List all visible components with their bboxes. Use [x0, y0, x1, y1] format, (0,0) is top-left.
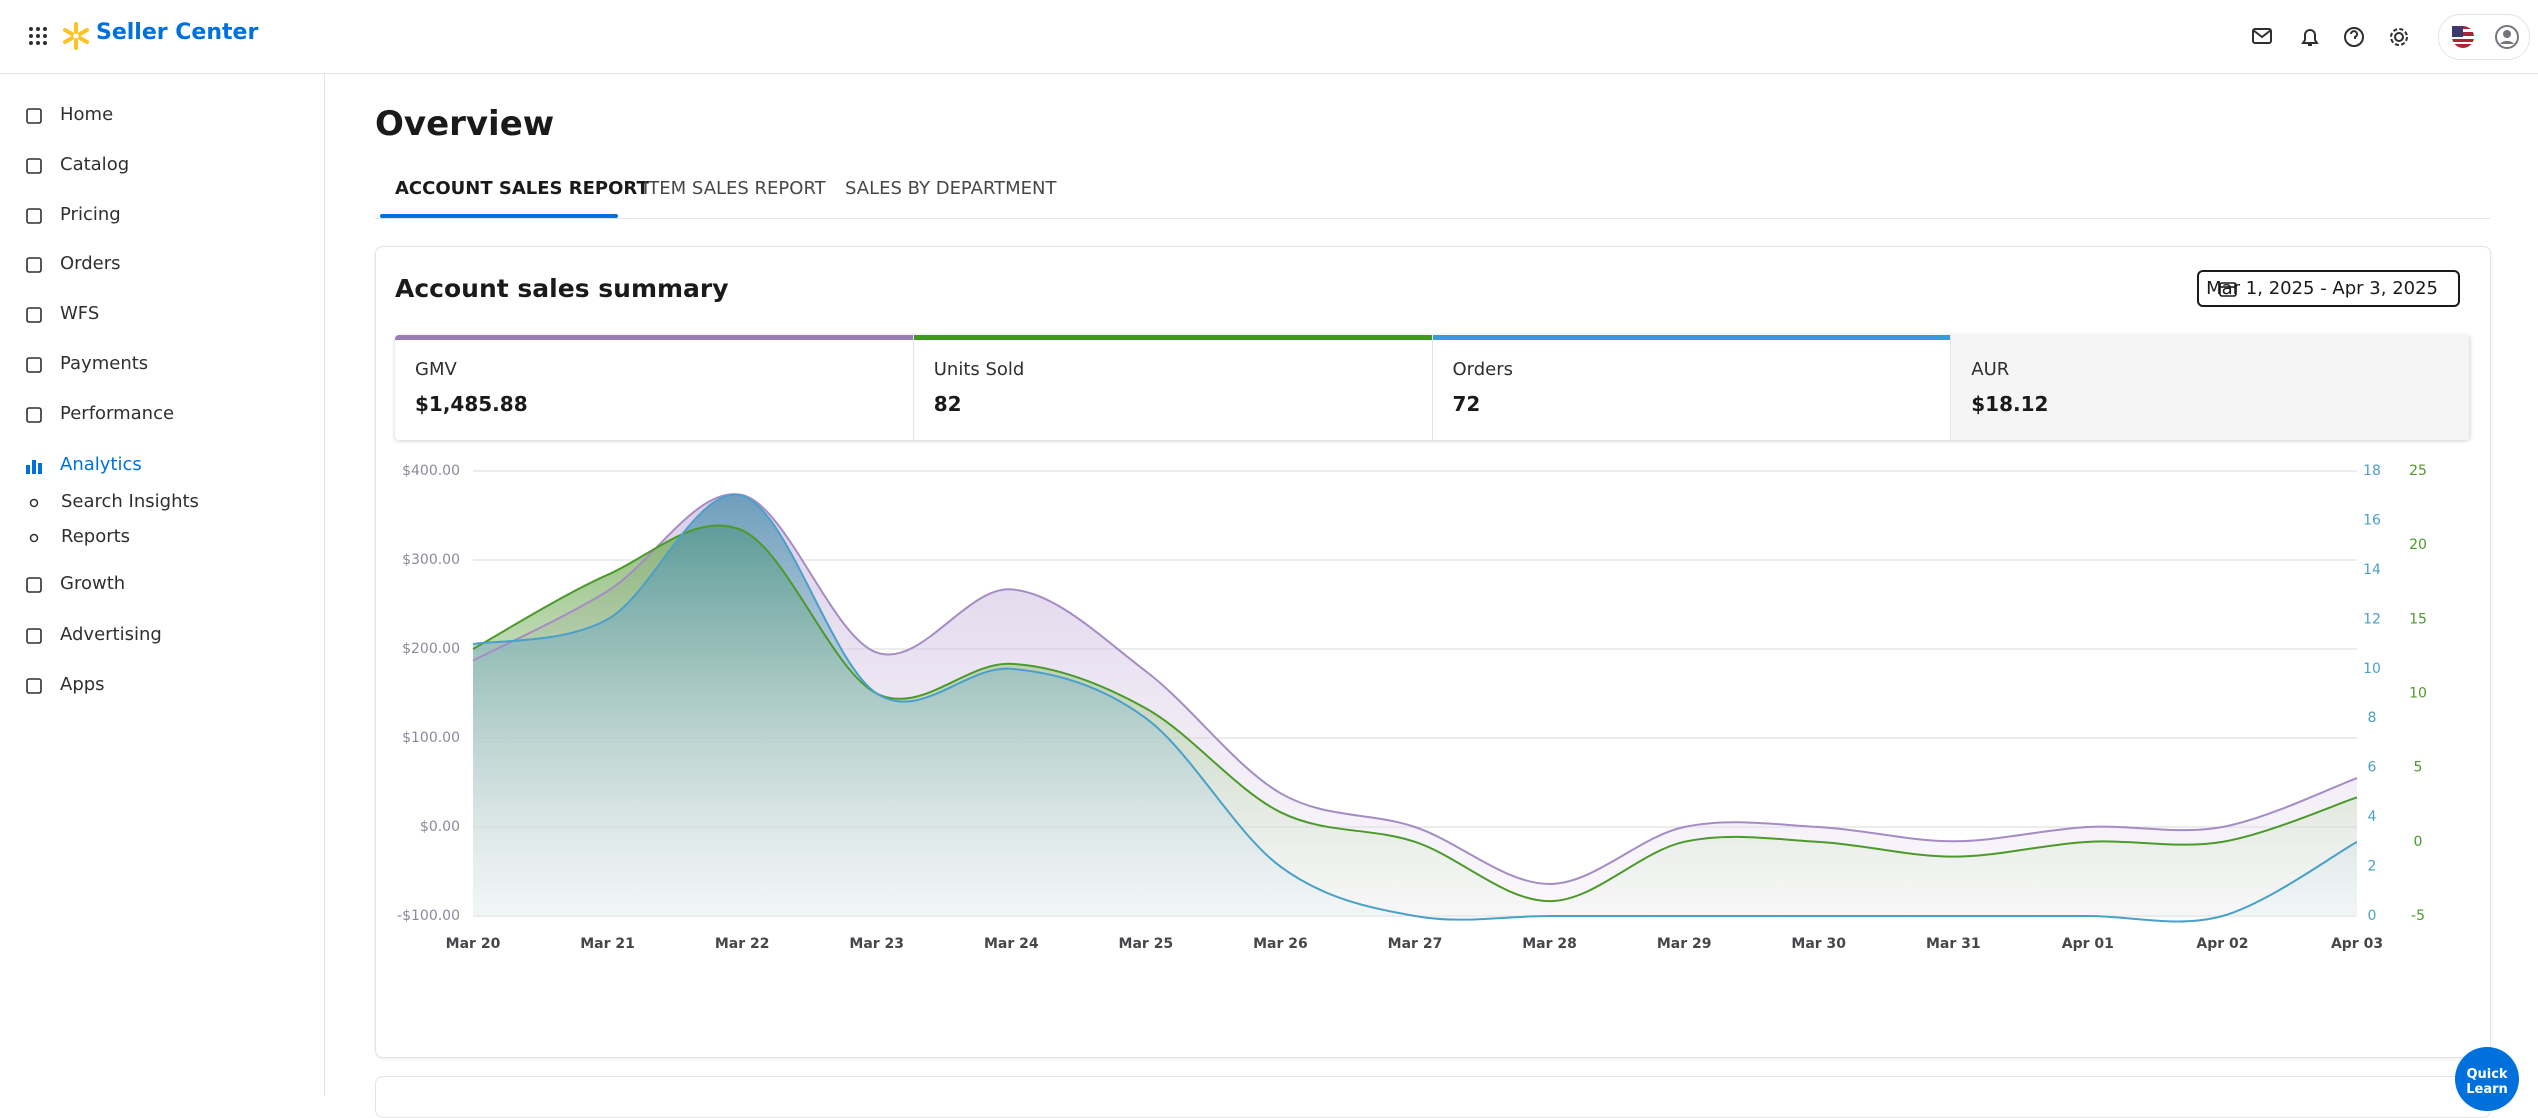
nav-item[interactable]: Analytics — [60, 454, 142, 475]
sidebar: Home Catalog Pricing Orders WFS Payments Perfo… — [0, 74, 325, 1096]
spark-logo — [63, 22, 89, 50]
help-icon[interactable] — [2344, 27, 2364, 47]
nav-item[interactable]: Performance — [60, 403, 175, 424]
header-icons — [2252, 27, 2408, 47]
nav-icon — [26, 208, 42, 224]
page-title: Overview — [375, 104, 555, 144]
metric-tile[interactable]: Orders 72 — [1432, 335, 1952, 440]
nav-icon — [26, 678, 42, 694]
account-icons — [2452, 25, 2519, 49]
next-card — [375, 1076, 2491, 1118]
apps-grid-icon[interactable] — [28, 26, 48, 46]
metric-color-bar — [913, 335, 1432, 340]
metric-value: 72 — [1452, 392, 1481, 416]
nav-icon — [26, 257, 42, 273]
metric-tiles: GMV $1,485.88 Units Sold 82 Orders 72 AUR $18.1… — [395, 335, 2470, 440]
metric-value: $1,485.88 — [415, 392, 528, 416]
nav-bullet — [29, 533, 39, 543]
metric-tile[interactable]: AUR $18.12 — [1951, 335, 2470, 440]
nav-item[interactable]: WFS — [60, 303, 100, 324]
nav-item[interactable]: Apps — [60, 674, 105, 695]
metric-label: GMV — [415, 359, 457, 380]
nav-icon — [26, 158, 42, 174]
metric-color-bar — [1432, 335, 1951, 340]
quick-learn-button[interactable]: Quick Learn — [2455, 1047, 2519, 1111]
nav-item[interactable]: Home — [60, 104, 114, 125]
settings-icon[interactable] — [2394, 32, 2404, 42]
nav-icon — [26, 460, 42, 474]
nav-item[interactable]: Growth — [60, 573, 126, 594]
nav-item[interactable]: Catalog — [60, 154, 130, 175]
metric-label: Units Sold — [933, 359, 1025, 380]
mail-icon[interactable] — [2252, 28, 2272, 44]
nav-item[interactable]: Advertising — [60, 624, 162, 645]
account-pill[interactable] — [2438, 14, 2530, 60]
nav-item[interactable]: Pricing — [60, 204, 121, 225]
metric-label: Orders — [1452, 359, 1514, 380]
nav-icon — [26, 108, 42, 124]
metric-tile[interactable]: GMV $1,485.88 — [395, 335, 914, 440]
nav-icon — [26, 307, 42, 323]
metric-tile[interactable]: Units Sold 82 — [913, 335, 1433, 440]
brand[interactable]: Seller Center — [96, 20, 259, 45]
tab[interactable]: ITEM SALES REPORT — [643, 178, 826, 199]
tab[interactable]: ACCOUNT SALES REPORT — [395, 178, 649, 199]
bell-icon[interactable] — [2301, 29, 2319, 46]
date-range-button[interactable]: Mar 1, 2025 - Apr 3, 2025 — [2197, 270, 2460, 307]
header: Seller Center — [0, 0, 2538, 74]
nav-item[interactable]: Reports — [61, 526, 131, 547]
date-range: Mar 1, 2025 - Apr 3, 2025 — [2206, 278, 2438, 299]
nav-item[interactable]: Orders — [60, 253, 121, 274]
nav-item[interactable]: Search Insights — [61, 491, 199, 512]
tab-divider — [375, 218, 2490, 219]
nav-item[interactable]: Payments — [60, 353, 149, 374]
metric-color-bar — [395, 335, 913, 340]
calendar-icon — [2219, 282, 2237, 297]
nav-bullet — [29, 498, 39, 508]
nav-icon — [26, 628, 42, 644]
nav-icon — [26, 357, 42, 373]
nav-icon — [26, 407, 42, 423]
tab[interactable]: SALES BY DEPARTMENT — [845, 178, 1057, 199]
metric-value: $18.12 — [1971, 392, 2049, 416]
metric-label: AUR — [1971, 359, 2010, 380]
nav-icon — [26, 577, 42, 593]
tab-indicator — [380, 214, 618, 218]
summary-title: Account sales summary — [395, 274, 729, 303]
metric-value: 82 — [933, 392, 962, 416]
